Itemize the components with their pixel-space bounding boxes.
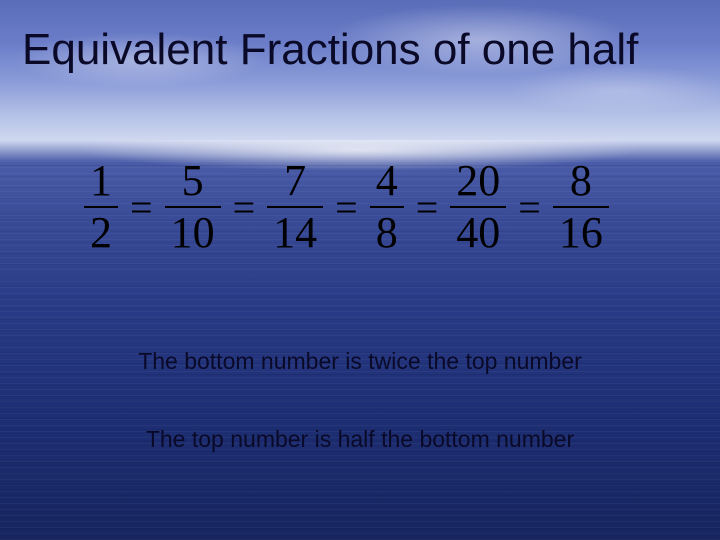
fraction-0: 1 2 [82,158,120,256]
fraction-denominator: 14 [267,210,323,256]
equals-sign: = [120,184,163,231]
sky-clouds [0,0,720,150]
fraction-3: 4 8 [368,158,406,256]
equals-sign: = [508,184,551,231]
fraction-denominator: 2 [84,210,118,256]
caption-bottom-twice-top: The bottom number is twice the top numbe… [0,348,720,375]
slide: Equivalent Fractions of one half 1 2 = 5… [0,0,720,540]
fraction-numerator: 20 [450,158,506,204]
fraction-numerator: 5 [176,158,210,204]
fraction-denominator: 10 [165,210,221,256]
fraction-5: 8 16 [551,158,611,256]
fraction-denominator: 40 [450,210,506,256]
equals-sign: = [325,184,368,231]
fraction-1: 5 10 [163,158,223,256]
equals-sign: = [223,184,266,231]
equals-sign: = [406,184,449,231]
fraction-numerator: 7 [278,158,312,204]
equation: 1 2 = 5 10 = 7 14 = 4 8 = 20 40 = 8 [82,158,611,256]
fraction-denominator: 8 [370,210,404,256]
fraction-denominator: 16 [553,210,609,256]
fraction-numerator: 8 [564,158,598,204]
slide-title: Equivalent Fractions of one half [22,26,698,74]
fraction-numerator: 4 [370,158,404,204]
fraction-2: 7 14 [265,158,325,256]
fraction-numerator: 1 [84,158,118,204]
caption-top-half-bottom: The top number is half the bottom number [0,426,720,453]
fraction-4: 20 40 [448,158,508,256]
